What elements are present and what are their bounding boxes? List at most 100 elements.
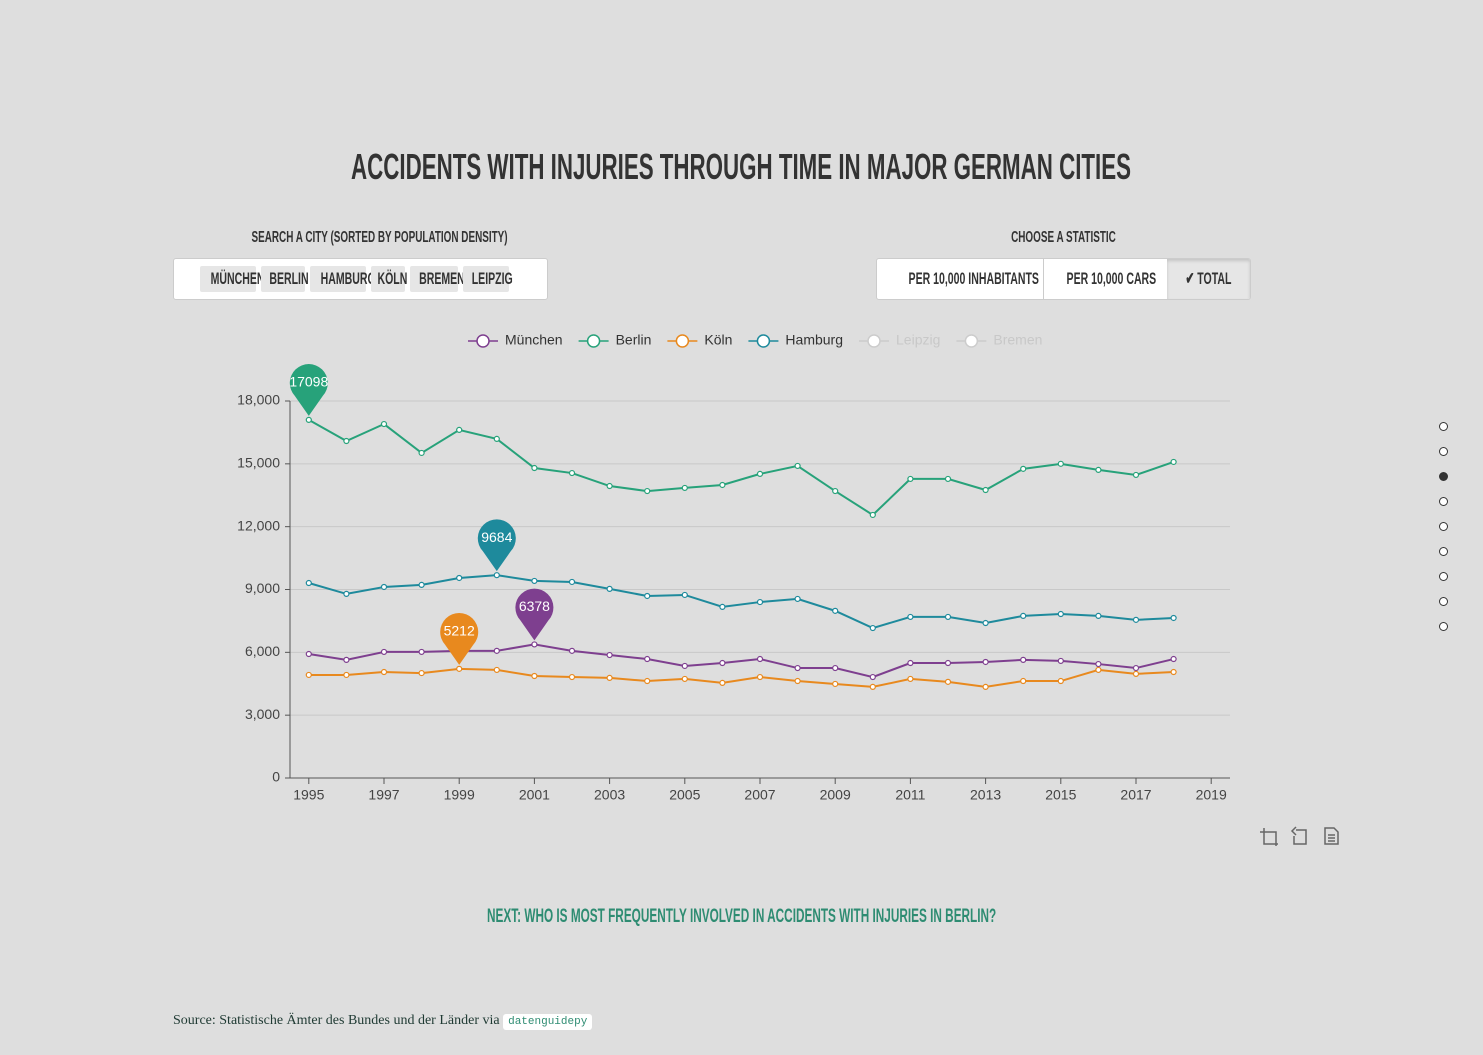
header: ACCIDENTS WITH INJURIES THROUGH TIME IN … [0, 146, 1483, 188]
data-point [832, 487, 839, 495]
y-tick-label: 9,000 [245, 580, 280, 596]
x-tick-label: 2019 [1196, 787, 1227, 803]
statistic-option-label: PER 10,000 INHABITANTS [909, 259, 1039, 299]
data-point [907, 659, 914, 667]
city-chip[interactable]: BERLIN [261, 266, 309, 292]
legend-label: Bremen [993, 332, 1042, 348]
nav-dot[interactable] [1439, 447, 1448, 456]
x-tick-label: 2017 [1120, 787, 1151, 803]
data-point [719, 603, 726, 610]
legend-item[interactable]: Leipzig [859, 332, 940, 348]
data-point [531, 464, 538, 472]
data-point [719, 659, 726, 667]
data-point [681, 484, 688, 492]
legend-item[interactable]: Hamburg [748, 332, 843, 348]
y-tick-label: 15,000 [237, 455, 280, 471]
city-chip[interactable]: HAMBURG [310, 266, 376, 292]
city-chip[interactable]: LEIPZIG [463, 266, 513, 292]
y-tick-label: 3,000 [245, 706, 280, 722]
data-point [493, 647, 500, 654]
data-point [568, 647, 576, 654]
next-link[interactable]: NEXT: WHO IS MOST FREQUENTLY INVOLVED IN… [486, 906, 997, 927]
data-point [907, 675, 914, 683]
data-point [606, 482, 613, 490]
nav-dot[interactable] [1439, 472, 1448, 481]
x-tick-label: 2015 [1045, 787, 1076, 803]
legend-item[interactable]: Berlin [578, 332, 652, 348]
nav-dot[interactable] [1439, 597, 1448, 606]
data-point [681, 591, 688, 599]
statistic-option-text: TOTAL [1197, 269, 1232, 288]
nav-dot[interactable] [1439, 572, 1448, 581]
data-point [1020, 677, 1027, 685]
data-point [1170, 668, 1177, 676]
source-code[interactable]: datenguidepy [503, 1014, 593, 1030]
max-pin [477, 519, 516, 572]
legend-marker [476, 334, 490, 348]
nav-dot[interactable] [1439, 497, 1448, 506]
data-point [982, 486, 989, 494]
statistic-group: PER 10,000 INHABITANTS PER 10,000 CARS ✔ T… [876, 258, 1251, 300]
x-tick-label: 1995 [293, 787, 324, 803]
source-text: Source: Statistische Ämter des Bundes un… [173, 1013, 500, 1028]
legend-item[interactable]: Köln [667, 332, 732, 348]
data-point [531, 641, 538, 648]
data-point [756, 470, 764, 477]
city-chip[interactable]: MÜNCHEN [200, 266, 265, 292]
city-chip[interactable]: BREMEN [410, 266, 465, 292]
x-tick-label: 2009 [820, 787, 851, 803]
data-point [1057, 460, 1064, 467]
x-tick-label: 2013 [970, 787, 1001, 803]
nav-dot[interactable] [1439, 622, 1448, 631]
data-point [982, 619, 989, 627]
data-point [1020, 656, 1027, 663]
data-point [1020, 612, 1027, 619]
data-point [606, 651, 613, 659]
data-point [681, 675, 688, 683]
max-pin-label: 6378 [519, 598, 550, 614]
restore-button[interactable] [1290, 826, 1307, 845]
data-view-button[interactable] [1324, 827, 1339, 845]
x-tick-label: 2011 [895, 787, 925, 803]
x-tick-label: 2005 [669, 787, 700, 803]
data-point [982, 683, 989, 690]
data-point [418, 669, 425, 677]
data-point [832, 607, 839, 614]
data-point [832, 664, 839, 672]
data-point [944, 659, 952, 667]
data-point [606, 674, 613, 681]
nav-dot[interactable] [1439, 522, 1448, 531]
statistic-option[interactable]: PER 10,000 INHABITANTS [877, 259, 1044, 299]
x-tick-label: 2003 [594, 787, 625, 803]
city-chip[interactable]: KÖLN [371, 266, 407, 292]
nav-dot[interactable] [1439, 422, 1448, 431]
data-point [794, 677, 801, 685]
statistic-option[interactable]: ✔ TOTAL [1167, 259, 1250, 299]
data-point [1095, 660, 1102, 668]
max-pin [289, 364, 328, 416]
data-point [719, 481, 726, 489]
max-pin [440, 612, 479, 665]
data-point [343, 671, 350, 679]
data-point [456, 574, 463, 582]
toolbox [1260, 826, 1339, 846]
data-point [493, 572, 500, 579]
data-point [418, 449, 425, 457]
max-pin-label: 9684 [481, 529, 512, 545]
legend-item[interactable]: Bremen [956, 332, 1042, 348]
legend-item[interactable]: München [468, 332, 563, 348]
zoom-button[interactable] [1260, 828, 1278, 846]
data-point [907, 475, 914, 483]
data-point [756, 655, 764, 663]
data-point [493, 435, 500, 443]
data-point [644, 655, 651, 663]
nav-dot[interactable] [1439, 547, 1448, 556]
data-point [1057, 610, 1064, 618]
legend-marker [675, 334, 690, 348]
data-point [1095, 466, 1102, 474]
city-search[interactable]: MÜNCHEN BERLIN HAMBURG KÖLN BREMEN LEIPZIG [173, 258, 548, 300]
data-point [1095, 612, 1102, 619]
statistic-label-wrap: CHOOSE A STATISTIC [876, 229, 1251, 247]
legend-label: Köln [704, 332, 732, 348]
